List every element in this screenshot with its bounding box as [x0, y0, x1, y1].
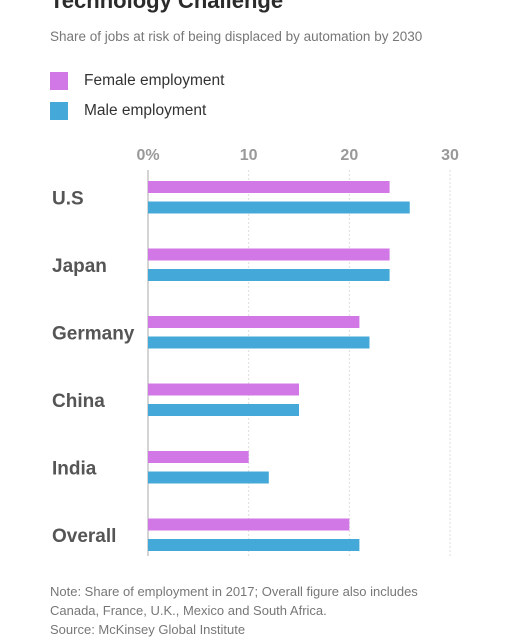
category-label-japan: Japan [52, 256, 107, 277]
bar-japan-male [148, 269, 390, 281]
x-tick-label-30: 30 [441, 147, 459, 164]
category-label-overall: Overall [52, 526, 116, 547]
category-label-u-s: U.S [52, 188, 84, 209]
x-tick-label-10: 10 [240, 147, 258, 164]
chart-title: Technology Challenge [50, 0, 284, 13]
chart-subtitle: Share of jobs at risk of being displaced… [50, 29, 423, 44]
bar-china-female [148, 383, 299, 396]
bar-germany-male [148, 336, 370, 349]
note-line-1: Note: Share of employment in 2017; Overa… [50, 584, 418, 599]
chart-notes: Note: Share of employment in 2017; Overa… [50, 582, 500, 639]
x-tick-label-20: 20 [340, 147, 358, 164]
legend-item-female: Female employment [50, 66, 224, 96]
bar-china-male [148, 404, 299, 416]
bar-overall-male [148, 539, 360, 551]
source-line: Source: McKinsey Global Institute [50, 622, 246, 637]
bar-u-s-female [148, 181, 390, 193]
legend-label-male: Male employment [84, 102, 207, 119]
bar-u-s-male [148, 201, 410, 214]
legend-swatch-male [50, 102, 68, 120]
bar-germany-female [148, 316, 360, 328]
category-label-india: India [52, 458, 97, 479]
x-tick-label-0: 0% [136, 147, 159, 164]
bar-india-male [148, 471, 269, 484]
legend-swatch-female [50, 72, 68, 90]
category-label-germany: Germany [52, 323, 135, 344]
note-line-2: Canada, France, U.K., Mexico and South A… [50, 603, 327, 618]
category-label-china: China [52, 391, 105, 412]
legend-label-female: Female employment [84, 72, 225, 89]
bar-japan-female [148, 248, 390, 261]
bar-india-female [148, 451, 249, 463]
bar-overall-female [148, 518, 350, 531]
legend: Female employment Male employment [50, 66, 224, 126]
bar-chart: 0% 10 20 30 U.S Japan Germany China India Overall [52, 147, 459, 556]
legend-item-male: Male employment [50, 96, 224, 126]
